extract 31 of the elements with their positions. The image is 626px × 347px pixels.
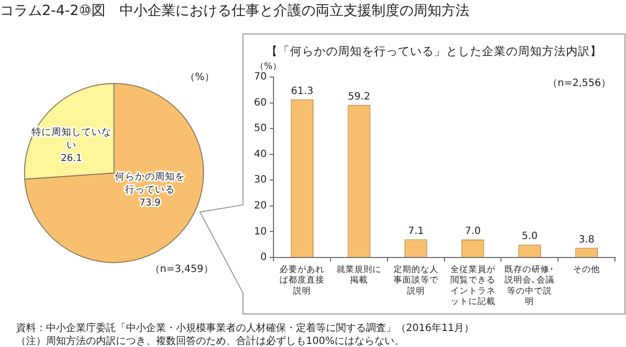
y-tick-label: 10 [254,226,267,238]
y-axis-title: （%） [255,61,282,72]
text: コラム2-4-2⑩図 中小企業における仕事と介護の両立支援制度の周知方法 [0,2,470,20]
chart-title: 【「何らかの周知を行っている」とした企業の周知方法内訳】 [265,44,603,59]
x-tick-label: 全従業員が閲覧できるイントラネットに記載 [450,264,496,307]
data-label: 7.1 [408,226,424,237]
text: 資料：中小企業庁委託「中小企業・小規模事業者の人材確保・定着等に関する調査」（2016年11月） [16,322,474,335]
text: （注）周知方法の内訳につき、複数回答のため、合計は必ずしも100%にはならない。 [16,334,405,347]
data-label: 5.0 [522,231,538,242]
slice-label: 何らかの周知を行っている [114,170,185,196]
x-tick-label: 定期的な人事面談等で説明 [393,264,440,296]
x-tick-label: 必要があれば都度直接説明 [280,264,325,296]
y-tick-label: 40 [254,148,267,160]
data-label: 59.2 [348,91,370,102]
x-tick-label: 既存の研修･説明会､会議等の中で説明 [504,264,555,307]
text: （%） [185,71,215,84]
y-tick-label: 50 [254,123,267,134]
data-label: 7.0 [464,226,481,238]
data-label: 73.9 [139,197,161,208]
y-tick-label: 30 [254,174,267,186]
y-tick-label: 0 [260,252,267,264]
annotation: （n=2,556） [548,77,611,90]
y-tick-label: 20 [254,200,267,212]
data-label: 26.1 [60,152,82,164]
x-tick-label: その他 [573,264,600,276]
y-tick-label: 60 [254,97,267,108]
data-label: 61.3 [291,86,314,98]
text: （n=3,459） [150,263,214,276]
data-label: 3.8 [578,234,595,246]
y-tick-label: 70 [254,72,267,83]
x-tick-label: 就業規則に掲載 [336,264,382,286]
